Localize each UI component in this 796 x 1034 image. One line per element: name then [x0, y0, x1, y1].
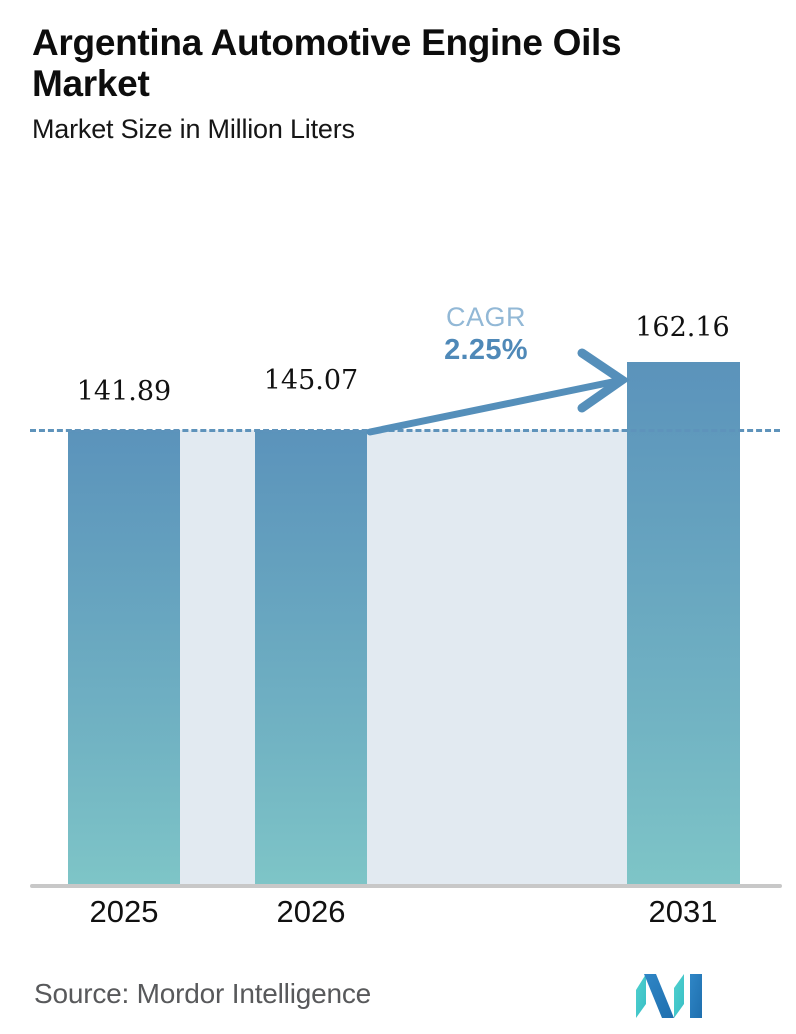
cagr-value: 2.25%	[444, 334, 528, 367]
cagr-annotation: CAGR 2.25%	[416, 303, 556, 368]
background-band	[367, 430, 627, 886]
bar-value-label-2025: 141.89	[76, 376, 172, 407]
bar-2025[interactable]	[68, 430, 180, 886]
chart-header: Argentina Automotive Engine Oils Market …	[32, 22, 752, 145]
chart-subtitle: Market Size in Million Liters	[32, 113, 355, 144]
page-title: Argentina Automotive Engine Oils Market	[32, 22, 622, 105]
x-tick-label-2031: 2031	[648, 894, 718, 929]
bar-2031[interactable]	[627, 362, 740, 886]
x-tick-label-2026: 2026	[276, 894, 346, 929]
bar-value-label-2026: 145.07	[263, 365, 359, 396]
trend-arrow-icon	[366, 348, 630, 436]
bar-value-label-2031: 162.16	[635, 312, 730, 343]
reference-dashed-line	[30, 429, 780, 432]
bar-fill	[68, 430, 180, 886]
x-axis-baseline	[30, 884, 782, 888]
x-tick-label-2025: 2025	[89, 894, 159, 929]
bar-fill	[255, 430, 367, 886]
mordor-intelligence-logo-icon	[636, 974, 702, 1018]
source-credit: Source: Mordor Intelligence	[34, 978, 371, 1009]
background-band	[180, 430, 255, 886]
cagr-label: CAGR	[445, 302, 526, 332]
bar-fill	[627, 362, 740, 886]
bar-2026[interactable]	[255, 430, 367, 886]
